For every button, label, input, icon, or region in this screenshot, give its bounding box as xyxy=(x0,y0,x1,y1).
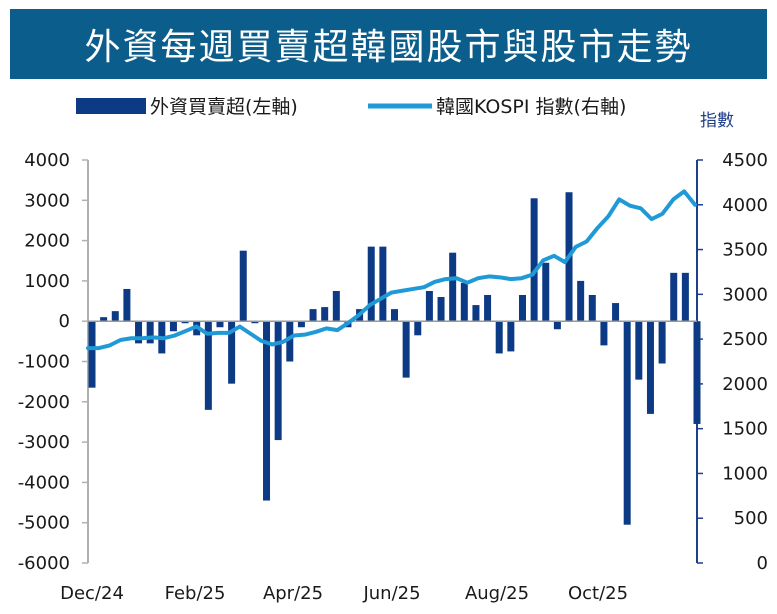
bar xyxy=(146,321,154,344)
bar xyxy=(484,295,492,322)
bar xyxy=(612,303,620,322)
bar xyxy=(518,295,526,322)
kospi-line xyxy=(86,189,697,351)
bar xyxy=(332,290,340,322)
legend: 外資買賣超(左軸) 韓國KOSPI 指數(右軸) xyxy=(76,96,626,118)
bar xyxy=(297,321,305,328)
bar xyxy=(600,321,608,346)
left-axis-tick-label: 3000 xyxy=(24,190,70,211)
left-axis-tick-label: -4000 xyxy=(18,472,70,493)
title-bar: 外資每週買賣超韓國股市與股市走勢 xyxy=(10,9,767,79)
bar xyxy=(263,321,271,501)
x-axis-tick-label: Jun/25 xyxy=(362,583,420,604)
right-axis-tick-label: 3000 xyxy=(722,284,768,305)
bar xyxy=(449,252,457,322)
bar xyxy=(239,250,247,322)
right-axis-tick-label: 0 xyxy=(757,553,768,574)
left-axis-tick-label: 2000 xyxy=(24,231,70,252)
right-axis-tick-label: 3500 xyxy=(722,240,768,261)
bar xyxy=(391,309,398,322)
x-axis-tick-label: Oct/25 xyxy=(568,583,628,604)
legend-bar-label: 外資買賣超(左軸) xyxy=(150,96,298,118)
bar xyxy=(309,309,317,322)
bar xyxy=(204,321,212,410)
bar xyxy=(111,311,119,322)
bar-series xyxy=(88,192,701,525)
bar xyxy=(507,321,515,352)
bar xyxy=(530,198,538,322)
bar xyxy=(472,305,480,322)
bar xyxy=(495,321,503,354)
bar xyxy=(123,288,131,322)
right-axis-tick-label: 2500 xyxy=(722,329,768,350)
bar xyxy=(577,280,585,322)
bar xyxy=(553,321,561,330)
bar xyxy=(658,321,666,364)
right-axis-tick-label: 4000 xyxy=(722,195,768,216)
right-axis-tick-label: 1500 xyxy=(722,419,768,440)
right-axis-unit-label: 指數 xyxy=(700,111,734,131)
bar xyxy=(670,272,678,322)
left-axis: 4000 3000 2000 1000 0 -1000 -2000 -3000 -4000 -50… xyxy=(18,150,88,574)
bar xyxy=(437,297,445,322)
left-axis-tick-label: 0 xyxy=(59,311,70,332)
bar xyxy=(274,321,282,441)
bar xyxy=(367,246,375,322)
left-axis-tick-label: -2000 xyxy=(18,392,70,413)
x-axis-tick-label: Apr/25 xyxy=(263,583,323,604)
bar xyxy=(321,307,329,322)
bar xyxy=(542,262,550,322)
bar xyxy=(693,321,701,424)
bar xyxy=(681,272,689,322)
bar xyxy=(169,321,177,332)
right-axis-tick-label: 1000 xyxy=(722,463,768,484)
bar xyxy=(251,321,259,324)
left-axis-tick-label: -3000 xyxy=(18,432,70,453)
bar xyxy=(379,246,387,322)
x-axis-tick-label: Aug/25 xyxy=(465,583,529,604)
bar xyxy=(100,317,108,322)
bar xyxy=(635,321,643,380)
x-axis: Dec/24 Feb/25 Apr/25 Jun/25 Aug/25 Oct/25 xyxy=(60,583,628,604)
bar xyxy=(228,321,236,384)
legend-line-label: 韓國KOSPI 指數(右軸) xyxy=(436,96,626,118)
bar xyxy=(646,321,654,414)
left-axis-tick-label: 4000 xyxy=(24,150,70,171)
left-axis-tick-label: -1000 xyxy=(18,352,70,373)
right-axis-tick-label: 500 xyxy=(734,508,768,529)
right-axis-tick-label: 4500 xyxy=(722,150,768,171)
bar xyxy=(135,321,143,344)
bar xyxy=(88,321,96,388)
x-axis-tick-label: Feb/25 xyxy=(165,583,226,604)
legend-bar-swatch xyxy=(76,98,146,114)
bar xyxy=(623,321,631,525)
bar xyxy=(216,321,224,328)
bar xyxy=(402,321,410,378)
bar xyxy=(414,321,422,336)
x-axis-tick-label: Dec/24 xyxy=(60,583,124,604)
right-axis: 4500 4000 3500 3000 2500 2000 1500 1000 500 0 xyxy=(697,150,768,574)
right-axis-tick-label: 2000 xyxy=(722,374,768,395)
left-axis-tick-label: -5000 xyxy=(18,513,70,534)
bar xyxy=(181,321,189,324)
chart-title: 外資每週買賣超韓國股市與股市走勢 xyxy=(84,27,693,68)
left-axis-tick-label: 1000 xyxy=(24,271,70,292)
bar xyxy=(425,290,433,322)
bar xyxy=(588,295,596,322)
bar xyxy=(286,321,294,362)
bar xyxy=(460,282,468,322)
left-axis-tick-label: -6000 xyxy=(18,553,70,574)
